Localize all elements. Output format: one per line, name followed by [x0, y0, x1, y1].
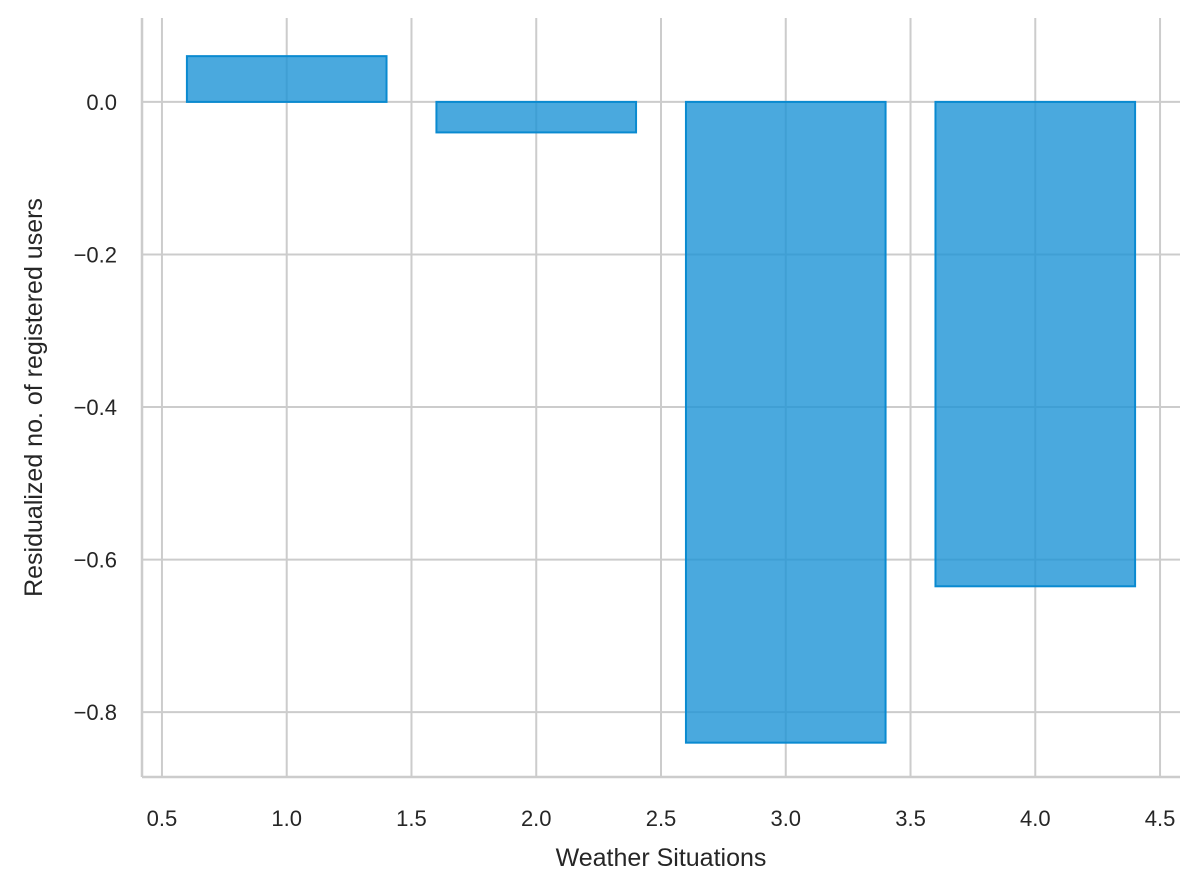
y-tick-label: 0.0 — [86, 90, 117, 115]
x-tick-label: 3.0 — [770, 806, 801, 831]
x-tick-label: 0.5 — [147, 806, 178, 831]
x-tick-label: 1.5 — [396, 806, 427, 831]
x-axis-label: Weather Situations — [556, 844, 767, 872]
x-tick-label: 2.5 — [646, 806, 677, 831]
x-tick-labels: 0.5 1.0 1.5 2.0 2.5 3.0 3.5 4.0 4.5 — [147, 806, 1176, 831]
x-tick-label: 1.0 — [271, 806, 302, 831]
bar — [185, 55, 388, 103]
bar — [684, 100, 887, 744]
x-tick-label: 3.5 — [895, 806, 926, 831]
y-axis-label: Residualized no. of registered users — [20, 198, 48, 597]
y-tick-label: −0.4 — [74, 395, 117, 420]
x-tick-label: 4.0 — [1020, 806, 1051, 831]
y-tick-label: −0.6 — [74, 548, 117, 573]
x-tick-label: 2.0 — [521, 806, 552, 831]
axes-spines — [140, 18, 1180, 779]
y-tick-label: −0.8 — [74, 700, 117, 725]
y-tick-labels: 0.0 −0.2 −0.4 −0.6 −0.8 — [74, 90, 117, 725]
bar — [435, 100, 638, 134]
x-tick-label: 4.5 — [1145, 806, 1176, 831]
bar — [934, 100, 1137, 588]
bars — [185, 55, 1137, 744]
y-tick-label: −0.2 — [74, 242, 117, 267]
